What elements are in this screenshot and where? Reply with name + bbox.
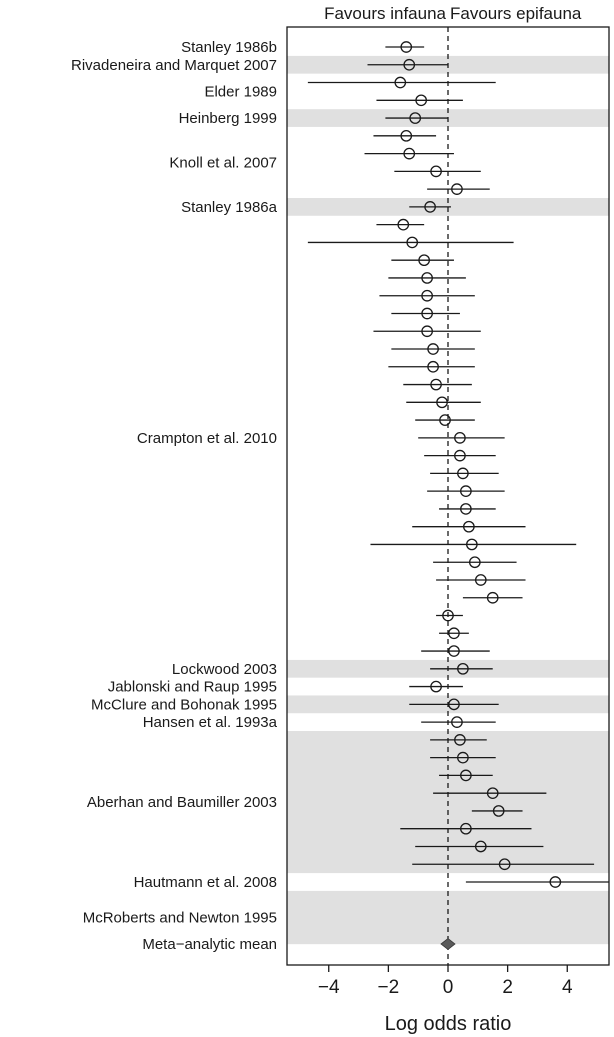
point-estimate bbox=[474, 574, 487, 586]
point-estimate bbox=[421, 307, 433, 320]
point-estimate bbox=[418, 254, 430, 267]
study-label: Hautmann et al. 2008 bbox=[134, 874, 277, 891]
point-estimate bbox=[498, 858, 511, 871]
point-estimate bbox=[424, 201, 436, 213]
point-estimate bbox=[460, 503, 472, 515]
point-estimate bbox=[468, 556, 481, 569]
point-estimate bbox=[397, 218, 410, 231]
study-label: McRoberts and Newton 1995 bbox=[83, 910, 277, 927]
group-band bbox=[287, 890, 609, 945]
point-estimate bbox=[403, 58, 416, 71]
meta-analytic-mean-marker bbox=[440, 937, 456, 951]
point-estimate bbox=[430, 680, 442, 693]
point-estimate bbox=[454, 734, 466, 746]
point-estimate bbox=[460, 822, 472, 835]
point-estimate bbox=[442, 609, 454, 622]
study-label: Stanley 1986a bbox=[181, 199, 278, 216]
x-axis-title: Log odds ratio bbox=[385, 1013, 512, 1035]
x-tick-label: 2 bbox=[502, 977, 513, 998]
study-estimates bbox=[307, 41, 609, 951]
point-estimate bbox=[457, 467, 469, 480]
point-estimate bbox=[457, 662, 469, 675]
point-estimate bbox=[486, 787, 499, 800]
point-estimate bbox=[448, 645, 460, 657]
point-estimate bbox=[430, 378, 442, 391]
x-tick-label: 0 bbox=[443, 977, 454, 998]
study-label: Rivadeneira and Marquet 2007 bbox=[71, 57, 277, 74]
point-estimate bbox=[394, 76, 407, 89]
point-estimate bbox=[427, 360, 439, 373]
point-estimate bbox=[403, 147, 416, 160]
point-estimate bbox=[454, 449, 466, 462]
point-estimate bbox=[451, 716, 463, 728]
x-tick-label: −4 bbox=[318, 977, 340, 998]
study-label: Hansen et al. 1993a bbox=[143, 714, 278, 731]
point-estimate bbox=[427, 343, 439, 355]
point-estimate bbox=[421, 289, 433, 302]
study-label: Knoll et al. 2007 bbox=[169, 154, 277, 171]
point-estimate bbox=[549, 876, 562, 888]
point-estimate bbox=[400, 129, 413, 142]
point-estimate bbox=[430, 165, 442, 178]
study-label: Elder 1989 bbox=[204, 83, 277, 100]
point-estimate bbox=[415, 94, 428, 107]
study-label: Aberhan and Baumiller 2003 bbox=[87, 794, 277, 811]
point-estimate bbox=[409, 112, 422, 124]
meta-analytic-mean-label: Meta−analytic mean bbox=[142, 936, 277, 953]
study-label: Crampton et al. 2010 bbox=[137, 430, 277, 447]
point-estimate bbox=[448, 627, 460, 640]
x-axis: −4 −2 0 2 4 bbox=[318, 965, 573, 998]
point-estimate bbox=[406, 236, 419, 249]
header-favours-epifauna: Favours epifauna bbox=[450, 4, 582, 23]
point-estimate bbox=[460, 485, 472, 497]
point-estimate bbox=[466, 538, 478, 551]
header-favours-infauna: Favours infauna bbox=[324, 4, 446, 23]
point-estimate bbox=[400, 41, 413, 53]
study-label: Lockwood 2003 bbox=[172, 661, 277, 678]
study-label: Stanley 1986b bbox=[181, 39, 277, 56]
point-estimate bbox=[436, 396, 448, 409]
point-estimate bbox=[421, 325, 433, 338]
point-estimate bbox=[421, 272, 433, 284]
point-estimate bbox=[448, 698, 460, 711]
point-estimate bbox=[460, 769, 472, 782]
x-tick-label: 4 bbox=[562, 977, 573, 998]
x-tick-label: −2 bbox=[378, 977, 400, 998]
point-estimate bbox=[474, 840, 487, 853]
point-estimate bbox=[439, 414, 451, 426]
study-label: Heinberg 1999 bbox=[179, 110, 277, 127]
point-estimate bbox=[492, 805, 505, 817]
study-label: McClure and Bohonak 1995 bbox=[91, 696, 277, 713]
point-estimate bbox=[486, 591, 499, 604]
study-label: Jablonski and Raup 1995 bbox=[108, 679, 277, 696]
point-estimate bbox=[451, 183, 463, 195]
point-estimate bbox=[463, 520, 475, 533]
point-estimate bbox=[457, 751, 469, 764]
point-estimate bbox=[454, 432, 466, 444]
